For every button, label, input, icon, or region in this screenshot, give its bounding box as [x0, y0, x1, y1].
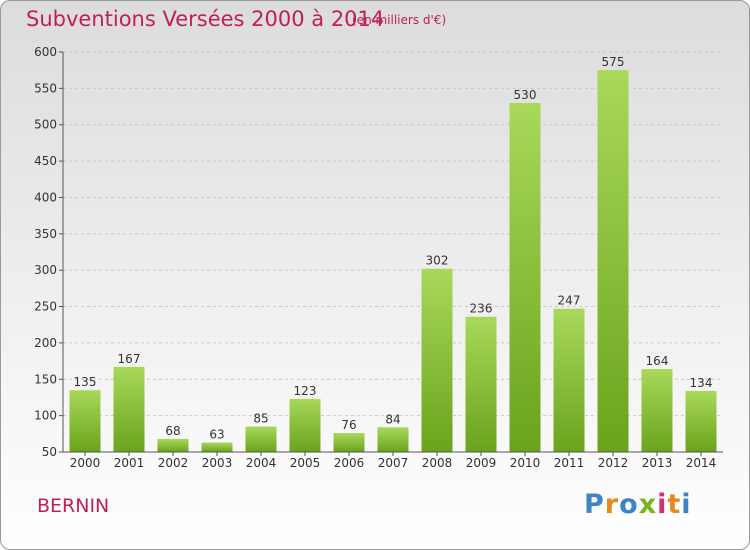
x-tick-label: 2007	[378, 456, 409, 470]
data-label: 63	[209, 428, 224, 442]
bar-2013	[641, 369, 673, 452]
x-tick-label: 2001	[114, 456, 145, 470]
y-axis: 50 100 150 200 250 300 350 400 450 500 550 600	[34, 45, 64, 459]
x-tick-label: 2014	[686, 456, 717, 470]
data-label: 575	[602, 55, 625, 69]
bar-2008	[421, 268, 453, 452]
x-tick-label: 2002	[158, 456, 189, 470]
x-tick-label: 2008	[422, 456, 453, 470]
x-tick-label: 2009	[466, 456, 497, 470]
bar-2014	[685, 390, 717, 452]
data-label: 530	[514, 88, 537, 102]
logo-letter: t	[667, 489, 682, 520]
data-label: 135	[74, 375, 97, 389]
y-tick-label: 100	[34, 409, 57, 423]
x-tick-label: 2013	[642, 456, 673, 470]
bar-2010	[509, 102, 541, 452]
data-label: 302	[426, 254, 449, 268]
y-tick-label: 450	[34, 154, 57, 168]
data-label: 134	[690, 376, 713, 390]
chart-title: Subventions Versées 2000 à 2014	[26, 7, 385, 31]
data-label: 84	[385, 412, 400, 426]
data-label: 247	[558, 294, 581, 308]
bar-2002	[157, 438, 189, 452]
logo-letter: P	[584, 489, 605, 520]
bar-2000	[69, 390, 101, 452]
y-tick-label: 300	[34, 263, 57, 277]
y-tick-label: 600	[34, 45, 57, 59]
bar-2011	[553, 308, 585, 452]
data-label: 167	[118, 352, 141, 366]
x-axis: 2000 2001 2002 2003 2004 2005 2006 2007 2008 2009…	[63, 451, 723, 470]
x-tick-label: 2003	[202, 456, 233, 470]
x-tick-label: 2006	[334, 456, 365, 470]
x-tick-label: 2010	[510, 456, 541, 470]
bar-2007	[377, 427, 409, 452]
y-tick-label: 550	[34, 81, 57, 95]
logo-letter: i	[657, 489, 668, 520]
x-tick-label: 2005	[290, 456, 321, 470]
bar-2001	[113, 366, 145, 452]
logo-letter: r	[604, 489, 620, 520]
data-label: 76	[341, 418, 356, 432]
y-tick-label: 200	[34, 336, 57, 350]
x-tick-label: 2011	[554, 456, 585, 470]
y-tick-label: 400	[34, 190, 57, 204]
data-label: 68	[165, 424, 180, 438]
y-tick-label: 350	[34, 227, 57, 241]
bars: 135 167 68 63 85 123 76 84 302 236 530 247 575 164 134	[69, 55, 717, 452]
bar-2006	[333, 433, 365, 452]
logo-letter: i	[681, 489, 692, 520]
data-label: 123	[294, 384, 317, 398]
commune-name: BERNIN	[37, 495, 110, 517]
bar-2004	[245, 426, 277, 452]
bar-2005	[289, 398, 321, 452]
bar-2009	[465, 316, 497, 452]
proxiti-logo[interactable]: Proxiti	[584, 489, 692, 520]
x-tick-label: 2012	[598, 456, 629, 470]
y-tick-label: 150	[34, 372, 57, 386]
y-tick-label: 50	[42, 445, 57, 459]
x-tick-label: 2004	[246, 456, 277, 470]
logo-letter: x	[638, 489, 658, 520]
y-tick-label: 250	[34, 300, 57, 314]
chart-subtitle: (en milliers d'€)	[352, 13, 447, 27]
x-tick-label: 2000	[70, 456, 101, 470]
bar-2003	[201, 442, 233, 452]
bar-2012	[597, 70, 629, 452]
y-tick-label: 500	[34, 118, 57, 132]
data-label: 236	[470, 302, 493, 316]
data-label: 85	[253, 412, 268, 426]
data-label: 164	[646, 354, 669, 368]
logo-letter: o	[619, 489, 639, 520]
